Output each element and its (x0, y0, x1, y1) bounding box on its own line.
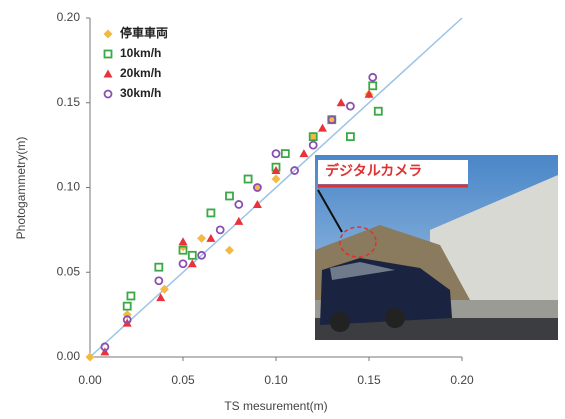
point (187, 250, 197, 260)
point (187, 259, 197, 268)
legend-symbol (103, 69, 113, 78)
point (280, 149, 290, 159)
point (197, 233, 207, 243)
point (178, 259, 188, 269)
point (100, 342, 110, 352)
y-tick-label: 0.20 (57, 10, 81, 24)
x-tick-label: 0.10 (264, 373, 288, 387)
point (154, 262, 164, 272)
x-tick-label: 0.05 (171, 373, 195, 387)
point (318, 123, 327, 132)
point (156, 293, 166, 302)
point (308, 132, 318, 142)
point (178, 245, 188, 255)
point (197, 250, 207, 260)
legend-symbol (103, 29, 113, 39)
point (368, 81, 378, 91)
point (178, 237, 188, 246)
x-tick-label: 0.20 (450, 373, 474, 387)
point (126, 291, 136, 301)
point (271, 174, 281, 184)
x-tick-label: 0.00 (78, 373, 102, 387)
point (234, 216, 244, 225)
point (85, 352, 95, 362)
legend-symbol (103, 49, 113, 59)
y-tick-label: 0.05 (57, 264, 81, 278)
legend-label: 30km/h (120, 86, 161, 100)
x-axis-label: TS mesurement(m) (224, 399, 327, 413)
point (159, 284, 169, 294)
legend-label: 20km/h (120, 66, 161, 80)
point (225, 245, 234, 255)
point (373, 106, 383, 116)
point (206, 233, 216, 242)
y-tick-label: 0.10 (57, 180, 81, 194)
point (206, 208, 216, 218)
point (290, 166, 300, 175)
point (252, 183, 262, 192)
point (327, 115, 337, 125)
reference-line (89, 17, 463, 358)
point (100, 347, 110, 356)
annotation: デジタルカメラ (325, 163, 422, 179)
point (345, 101, 355, 111)
y-tick-label: 0.15 (57, 95, 81, 109)
point (271, 149, 281, 159)
point (308, 132, 318, 142)
point (225, 191, 234, 201)
point (243, 174, 253, 184)
point (364, 89, 374, 98)
point (299, 149, 309, 158)
photo (315, 155, 558, 340)
point (215, 225, 225, 235)
legend-symbol (103, 89, 113, 99)
point (368, 72, 378, 82)
y-axis-label: Photogammetry(m) (14, 137, 28, 240)
point (234, 200, 244, 209)
point (308, 140, 318, 150)
legend-label: 停車車両 (120, 25, 168, 40)
point (252, 199, 262, 208)
legend-label: 10km/h (120, 46, 161, 60)
point (345, 132, 355, 142)
point (336, 98, 346, 107)
y-tick-label: 0.00 (57, 349, 81, 363)
point (122, 315, 132, 325)
x-tick-label: 0.15 (357, 373, 381, 387)
point (122, 301, 132, 311)
point (154, 276, 164, 286)
point (271, 166, 281, 175)
